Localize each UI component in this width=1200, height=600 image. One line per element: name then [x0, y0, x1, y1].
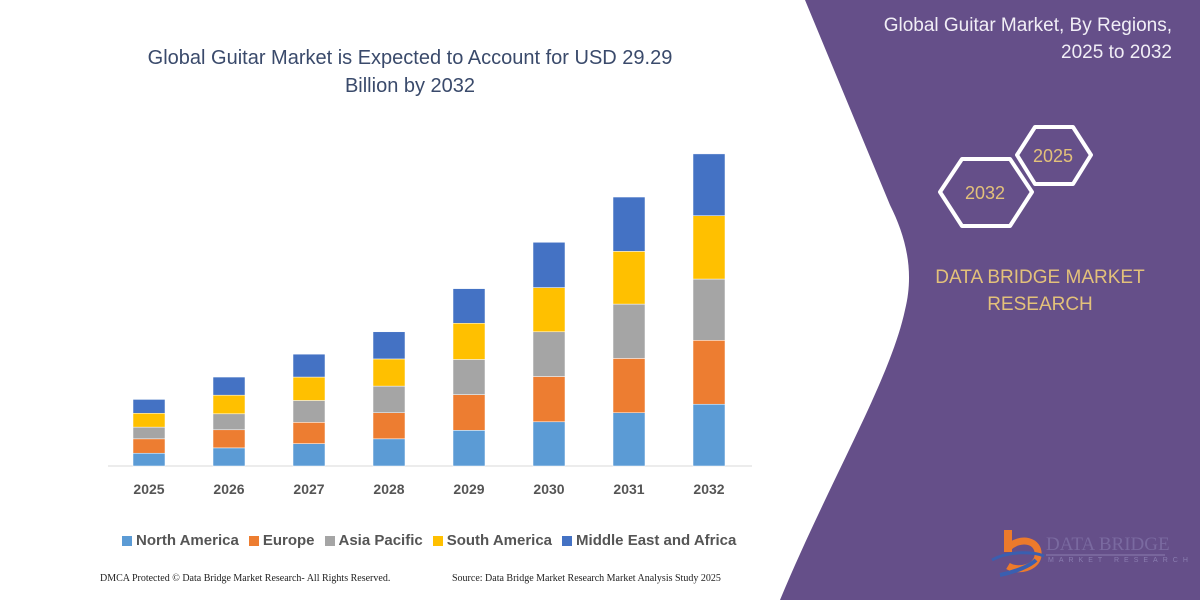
bar-segment-2028-middle-east-and-africa: [372, 331, 406, 360]
bar-segment-2029-south-america: [452, 323, 486, 360]
legend-swatch: [324, 535, 335, 546]
bar-segment-2031-south-america: [612, 251, 646, 305]
bar-segment-2025-europe: [132, 438, 166, 454]
side-title-line1: Global Guitar Market, By Regions,: [883, 15, 1172, 36]
x-tick-label-2029: 2029: [453, 481, 484, 497]
logo-text: DATA BRIDGE: [1046, 534, 1170, 555]
hexagon-2025: 2025: [1015, 125, 1093, 186]
bar-segment-2027-north-america: [292, 443, 326, 467]
x-tick-label-2030: 2030: [533, 481, 564, 497]
hexagon-2032: 2032: [938, 157, 1034, 228]
x-tick-label-2027: 2027: [293, 481, 324, 497]
legend-swatch: [248, 535, 259, 546]
bar-segment-2027-asia-pacific: [292, 400, 326, 423]
bar-segment-2026-europe: [212, 429, 246, 449]
bar-segment-2028-north-america: [372, 438, 406, 467]
logo-subtext: MARKET RESEARCH: [1048, 557, 1193, 564]
bar-segment-2031-middle-east-and-africa: [612, 196, 646, 252]
bar-segment-2031-europe: [612, 358, 646, 413]
legend-swatch: [562, 535, 573, 546]
bar-segment-2027-south-america: [292, 376, 326, 401]
legend-label: South America: [446, 532, 553, 549]
legend-item-south-america: South America: [432, 532, 553, 549]
bar-segment-2032-south-america: [692, 215, 726, 280]
bar-segment-2025-north-america: [132, 452, 166, 467]
bar-segment-2030-europe: [532, 376, 566, 423]
chart-title: Global Guitar Market is Expected to Acco…: [147, 47, 673, 97]
hex-year-2025: 2025: [1033, 146, 1073, 166]
logo-icon: [991, 530, 1165, 577]
chart-legend: North America Europe Asia Pacific South …: [122, 532, 736, 549]
bar-segment-2028-south-america: [372, 358, 406, 387]
bar-segment-2029-north-america: [452, 430, 486, 467]
legend-swatch: [432, 535, 443, 546]
legend-item-europe: Europe: [248, 532, 315, 549]
bar-segment-2029-asia-pacific: [452, 359, 486, 395]
bar-segment-2030-middle-east-and-africa: [532, 242, 566, 288]
side-title-line2: 2025 to 2032: [1061, 42, 1172, 63]
bar-segment-2031-north-america: [612, 412, 646, 467]
bar-segment-2025-asia-pacific: [132, 426, 166, 440]
hex-year-2032: 2032: [965, 183, 1005, 203]
bar-segment-2032-asia-pacific: [692, 278, 726, 341]
legend-label: Middle East and Africa: [576, 532, 737, 549]
bar-segment-2032-north-america: [692, 403, 726, 467]
side-panel-title: Global Guitar Market, By Regions, 2025 t…: [812, 12, 1172, 66]
bar-segment-2026-south-america: [212, 394, 246, 415]
stacked-bar-chart: 2025 2026 2027 2028 2029 2030 2031 2032: [108, 153, 752, 497]
footer-source: Source: Data Bridge Market Research Mark…: [452, 573, 721, 584]
bar-segment-2028-asia-pacific: [372, 385, 406, 413]
bar-segment-2030-asia-pacific: [532, 331, 566, 377]
x-tick-label-2028: 2028: [373, 481, 404, 497]
legend-item-north-america: North America: [122, 532, 239, 549]
legend-label: Europe: [262, 532, 315, 549]
legend-label: Asia Pacific: [338, 532, 423, 549]
side-panel: [780, 0, 1200, 600]
bar-segment-2027-europe: [292, 422, 326, 444]
bar-segment-2029-europe: [452, 394, 486, 431]
bar-segment-2027-middle-east-and-africa: [292, 353, 326, 378]
x-tick-label-2025: 2025: [133, 481, 164, 497]
bar-segment-2032-middle-east-and-africa: [692, 153, 726, 216]
x-tick-label-2031: 2031: [613, 481, 644, 497]
bar-segment-2030-north-america: [532, 421, 566, 467]
legend-label: North America: [136, 532, 239, 549]
bar-segment-2026-middle-east-and-africa: [212, 376, 246, 396]
legend-item-middle-east-africa: Middle East and Africa: [562, 532, 736, 549]
brand-line1: DATA BRIDGE MARKET: [935, 267, 1145, 288]
brand-line2: RESEARCH: [987, 294, 1093, 315]
bar-segment-2029-middle-east-and-africa: [452, 288, 486, 324]
bar-segment-2028-europe: [372, 412, 406, 440]
bar-segment-2025-south-america: [132, 413, 166, 428]
bar-segment-2030-south-america: [532, 287, 566, 333]
brand-name: DATA BRIDGE MARKET RESEARCH: [900, 264, 1180, 318]
x-tick-label-2026: 2026: [213, 481, 244, 497]
bar-segment-2031-asia-pacific: [612, 303, 646, 359]
footer-copyright: DMCA Protected © Data Bridge Market Rese…: [100, 573, 391, 584]
legend-swatch: [122, 535, 132, 546]
bar-segment-2026-asia-pacific: [212, 413, 246, 431]
legend-item-asia-pacific: Asia Pacific: [324, 532, 423, 549]
bar-segment-2026-north-america: [212, 447, 246, 467]
bar-segment-2025-middle-east-and-africa: [132, 399, 166, 414]
bar-segment-2032-europe: [692, 340, 726, 405]
x-tick-label-2032: 2032: [693, 481, 724, 497]
